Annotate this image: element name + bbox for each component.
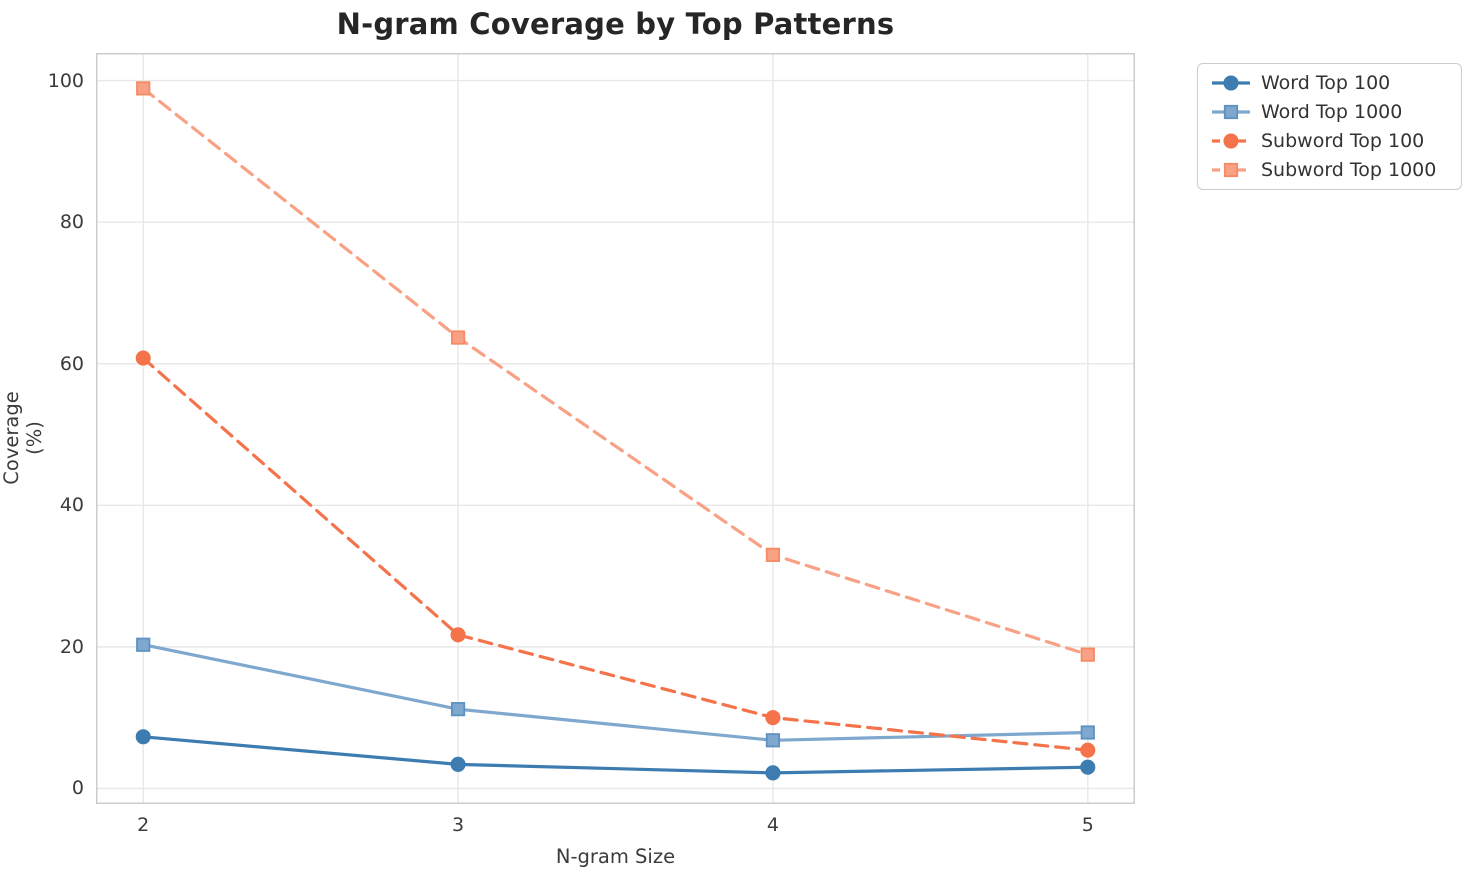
legend-sample-subword-top-100 <box>1212 133 1250 149</box>
series-line-subword-top-100 <box>141 356 1090 752</box>
marker-square-word-top-1000 <box>450 702 466 717</box>
y-tick-label: 20 <box>59 635 84 658</box>
legend-item-word-top-100: Word Top 100 <box>1210 72 1461 94</box>
marker-circle-subword-top-100 <box>450 627 466 643</box>
plot-area <box>96 53 1135 804</box>
legend-label: Subword Top 100 <box>1261 130 1425 153</box>
y-tick-label: 100 <box>47 69 84 92</box>
marker-circle-word-top-100 <box>1080 759 1096 775</box>
y-tick-label: 60 <box>59 352 84 375</box>
legend-label: Word Top 100 <box>1261 71 1391 94</box>
y-tick-label: 80 <box>59 211 84 234</box>
legend-item-word-top-1000: Word Top 1000 <box>1210 101 1461 123</box>
series-line-subword-top-1000 <box>141 86 1090 657</box>
legend-label: Word Top 1000 <box>1261 100 1403 123</box>
marker-circle-word-top-100 <box>135 729 151 745</box>
y-tick-label: 40 <box>59 494 84 517</box>
series-line-word-top-100 <box>141 735 1090 775</box>
legend-sample-word-top-1000 <box>1212 104 1250 119</box>
marker-circle-word-top-100 <box>765 765 781 781</box>
x-tick-label: 4 <box>766 814 779 836</box>
series-line-word-top-1000 <box>141 643 1090 742</box>
marker-circle-word-top-100 <box>450 756 466 772</box>
marker-circle-subword-top-100 <box>765 710 781 726</box>
marker-square-word-top-1000 <box>1080 725 1095 740</box>
marker-square-subword-top-1000 <box>1080 647 1095 662</box>
legend-sample-word-top-100 <box>1212 75 1250 91</box>
legend-label: Subword Top 1000 <box>1261 159 1437 182</box>
marker-square-subword-top-1000 <box>450 330 466 345</box>
marker-square-subword-top-1000 <box>136 81 151 96</box>
legend-item-subword-top-100: Subword Top 100 <box>1210 130 1461 152</box>
y-axis-label: Coverage (%) <box>0 391 46 485</box>
x-tick-label: 3 <box>452 814 465 836</box>
x-tick-label: 2 <box>137 814 150 836</box>
legend-sample-subword-top-1000 <box>1212 163 1250 178</box>
marker-square-word-top-1000 <box>765 733 781 748</box>
legend: Word Top 100 Word Top 1000 Subword Top 100… <box>1197 63 1462 190</box>
chart-title: N-gram Coverage by Top Patterns <box>336 7 895 41</box>
marker-square-word-top-1000 <box>136 637 151 652</box>
plot-border <box>96 53 1135 804</box>
marker-circle-subword-top-100 <box>1080 742 1096 758</box>
x-axis-label: N-gram Size <box>555 845 676 868</box>
marker-circle-subword-top-100 <box>135 350 151 366</box>
marker-square-subword-top-1000 <box>765 547 781 562</box>
legend-item-subword-top-1000: Subword Top 1000 <box>1210 159 1461 181</box>
y-tick-label: 0 <box>71 777 84 800</box>
x-tick-label: 5 <box>1081 814 1094 836</box>
